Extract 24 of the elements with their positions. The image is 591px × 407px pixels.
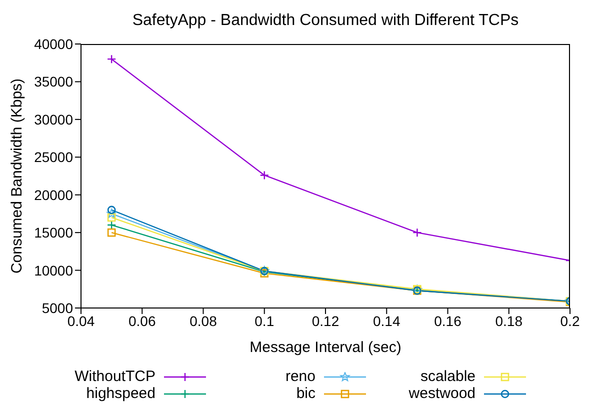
- y-tick-label: 20000: [34, 186, 74, 203]
- x-tick-label: 0.1: [254, 312, 274, 329]
- y-tick-label: 25000: [34, 149, 74, 166]
- chart-title: SafetyApp - Bandwidth Consumed with Different TCPs: [131, 12, 520, 30]
- legend-label: highspeed: [86, 385, 156, 402]
- y-tick-label: 40000: [34, 36, 74, 52]
- x-tick-label: 0.06: [128, 312, 156, 329]
- y-axis-title: Consumed Bandwidth (Kbps): [8, 78, 26, 274]
- legend-label: reno: [285, 368, 316, 385]
- x-tick-label: 0.12: [312, 312, 340, 329]
- y-tick-label: 15000: [34, 224, 74, 241]
- legend-label: bic: [296, 385, 316, 402]
- x-tick-label: 0.14: [373, 312, 400, 329]
- y-tick-label: 35000: [34, 74, 74, 90]
- x-axis-title: Message Interval (sec): [250, 339, 402, 356]
- x-tick-label: 0.08: [190, 312, 218, 329]
- x-tick-label: 0.2: [560, 312, 580, 329]
- x-tick-label: 0.18: [495, 312, 523, 329]
- y-tick-label: 10000: [34, 262, 74, 278]
- legend-label: westwood: [408, 385, 476, 402]
- y-tick-label: 30000: [34, 111, 74, 128]
- legend-label: WithoutTCP: [74, 368, 156, 385]
- x-tick-label: 0.16: [434, 312, 462, 329]
- legend-label: scalable: [420, 368, 476, 385]
